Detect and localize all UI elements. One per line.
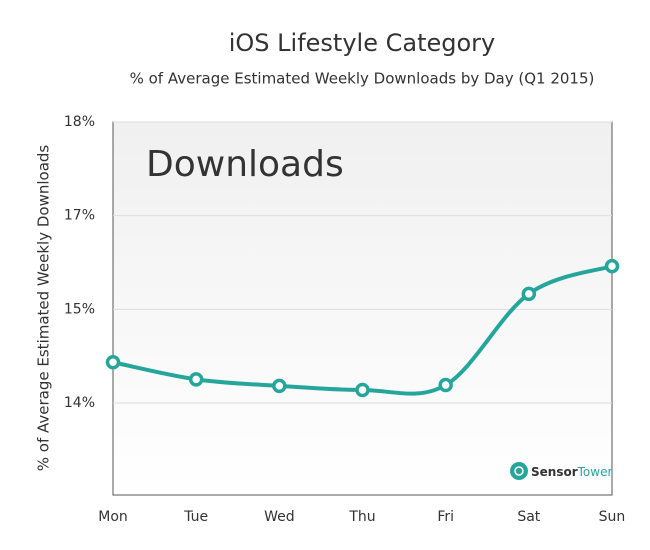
chart-title: iOS Lifestyle Category: [229, 29, 495, 57]
data-point: [272, 378, 287, 394]
watermark: Downloads: [146, 144, 344, 185]
x-tick-label: Thu: [348, 509, 375, 525]
data-point: [521, 286, 537, 302]
x-tick-label: Tue: [183, 509, 208, 525]
chart-subtitle: % of Average Estimated Weekly Downloads …: [130, 70, 595, 88]
plot-area: [112, 121, 613, 496]
logo-brand: Sensor: [531, 465, 578, 479]
logo-icon-inner: [514, 466, 524, 476]
y-tick-label: 18%: [64, 114, 95, 130]
data-point: [188, 372, 204, 387]
x-tick-label: Sun: [599, 509, 626, 525]
logo: SensorTower: [510, 462, 612, 480]
y-tick-label: 15%: [64, 301, 95, 317]
data-point: [438, 377, 453, 393]
logo-text: SensorTower: [531, 465, 612, 479]
y-tick-label: 14%: [64, 395, 95, 411]
y-axis-label: % of Average Estimated Weekly Downloads: [35, 145, 53, 472]
logo-icon: [510, 462, 528, 480]
y-tick-label: 17%: [64, 208, 95, 224]
x-tick-label: Wed: [264, 509, 295, 525]
logo-brand2: Tower: [577, 465, 613, 479]
x-tick-label: Mon: [98, 509, 128, 525]
data-point: [105, 355, 121, 370]
data-point: [604, 258, 620, 274]
x-tick-label: Fri: [437, 509, 454, 525]
x-tick-label: Sat: [517, 509, 540, 525]
data-point: [355, 382, 370, 398]
